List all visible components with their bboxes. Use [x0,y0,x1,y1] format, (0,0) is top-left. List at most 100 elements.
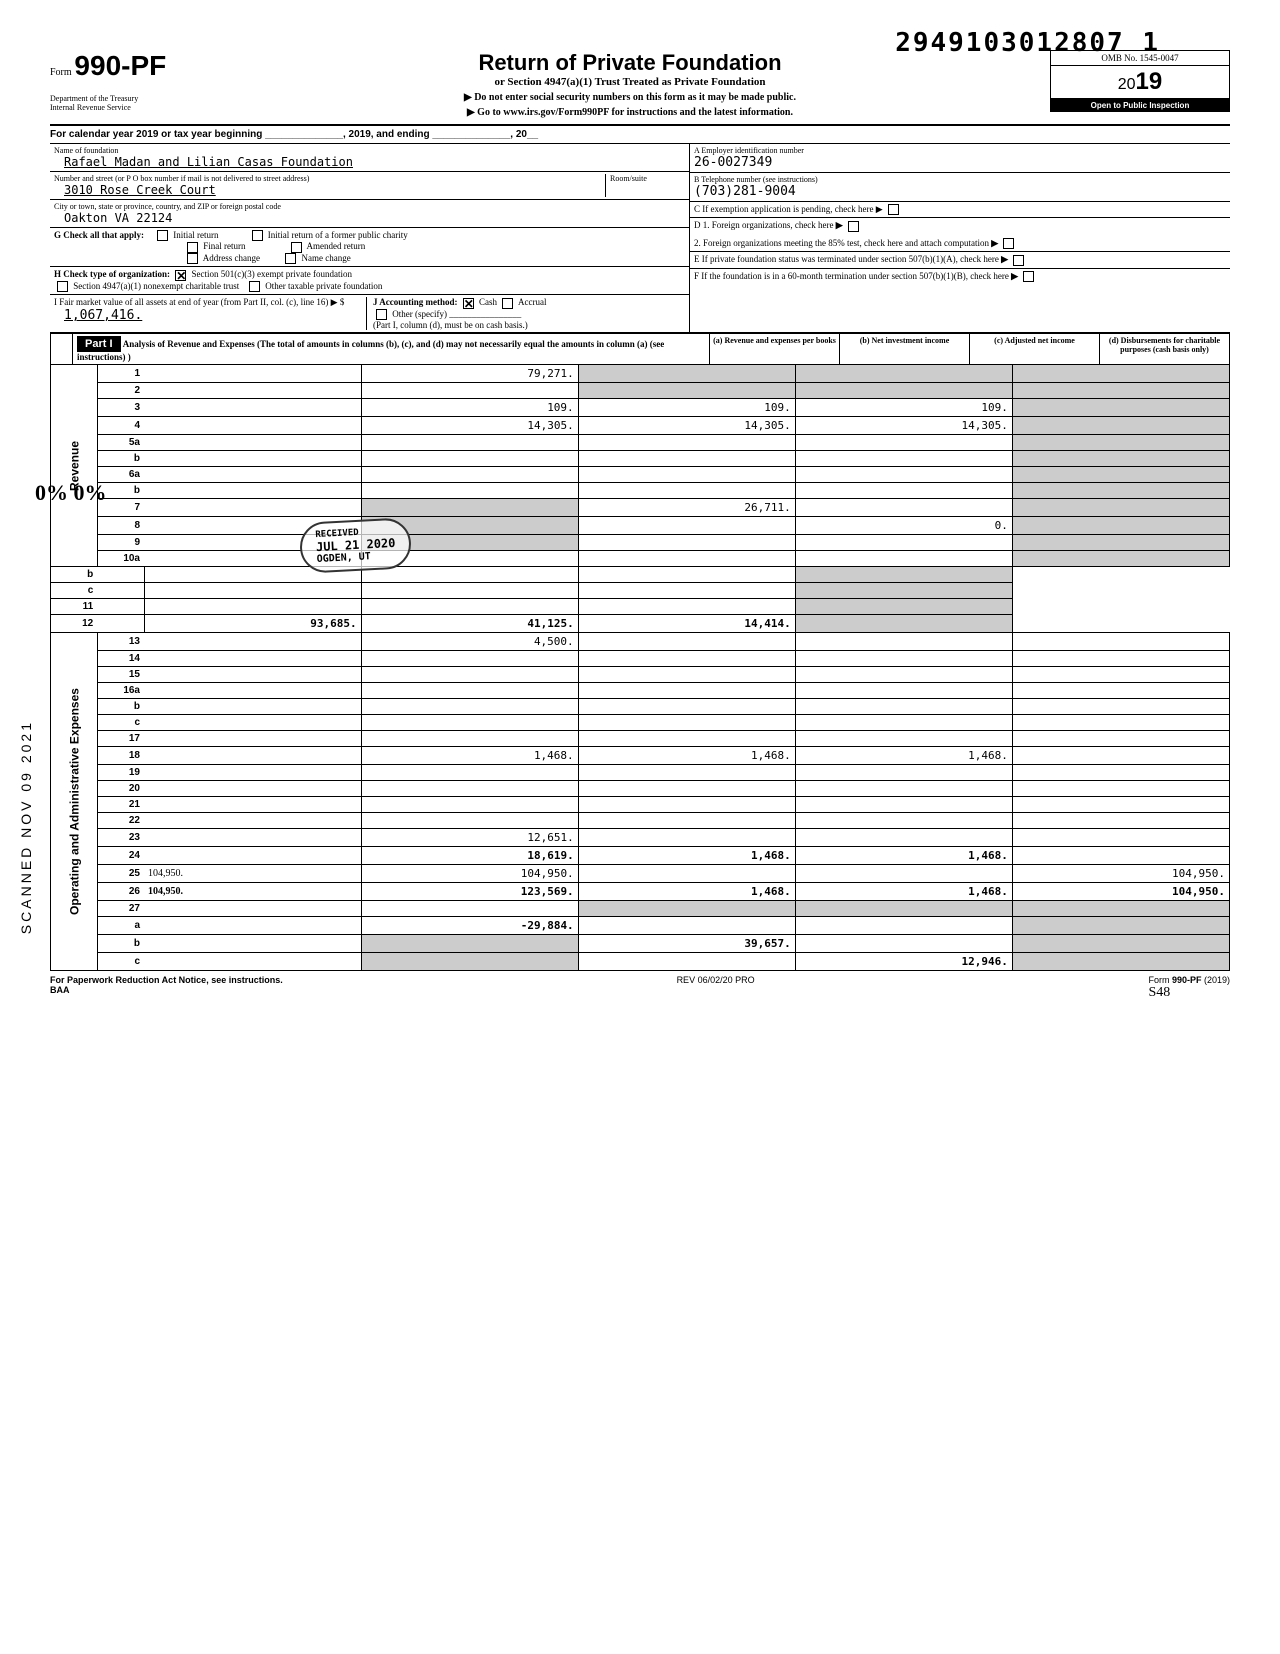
amount-cell [578,683,795,699]
501c3-checkbox[interactable] [175,270,186,281]
table-row: c [51,715,1230,731]
line-number: 13 [97,633,144,651]
amount-cell [795,365,1012,383]
d2-label: 2. Foreign organizations meeting the 85%… [694,238,989,248]
amount-cell [361,451,578,467]
part1-badge: Part I [77,336,121,352]
table-row: a-29,884. [51,917,1230,935]
amount-cell: 14,305. [361,417,578,435]
amount-cell [795,633,1012,651]
amount-cell [795,551,1012,567]
line-description [144,917,361,935]
amount-cell [578,365,795,383]
line-number: 15 [97,667,144,683]
paperwork-notice: For Paperwork Reduction Act Notice, see … [50,975,283,985]
line-number: b [97,451,144,467]
table-row: b [51,699,1230,715]
final-return-checkbox[interactable] [187,242,198,253]
name-change-checkbox[interactable] [285,253,296,264]
table-row: 2418,619.1,468.1,468. [51,847,1230,865]
received-stamp: RECEIVED JUL 21 2020 OGDEN, UT [299,517,413,574]
accrual-checkbox[interactable] [502,298,513,309]
scanned-stamp: SCANNED NOV 09 2021 [18,720,34,934]
initial-return-checkbox[interactable] [157,230,168,241]
g-label: G Check all that apply: [54,230,144,241]
line-description [144,847,361,865]
amount-cell [1012,517,1229,535]
amount-cell [1012,551,1229,567]
c-checkbox[interactable] [888,204,899,215]
line-number: 20 [97,781,144,797]
amount-cell [361,499,578,517]
table-row: 6a [51,467,1230,483]
e-checkbox[interactable] [1013,255,1024,266]
table-row: 181,468.1,468.1,468. [51,747,1230,765]
amount-cell [1012,451,1229,467]
4947a1-checkbox[interactable] [57,281,68,292]
d2-checkbox[interactable] [1003,238,1014,249]
line-description [144,765,361,781]
amount-cell [1012,917,1229,935]
line-number: 19 [97,765,144,781]
d1-checkbox[interactable] [848,221,859,232]
address-change-checkbox[interactable] [187,253,198,264]
amount-cell [578,583,795,599]
amount-cell [1012,483,1229,499]
amount-cell [1012,633,1229,651]
amount-cell [1012,535,1229,551]
amount-cell: 12,946. [795,953,1012,971]
other-method-checkbox[interactable] [376,309,387,320]
amount-cell [578,901,795,917]
line-number: 21 [97,797,144,813]
amount-cell [1012,699,1229,715]
line-number: b [97,935,144,953]
amount-cell [1012,383,1229,399]
amount-cell [144,599,361,615]
amount-cell [795,483,1012,499]
line-description [144,483,361,499]
amount-cell [1012,467,1229,483]
amount-cell: 109. [795,399,1012,417]
other-taxable-checkbox[interactable] [249,281,260,292]
revenue-side-label: Revenue [51,365,98,567]
amount-cell: 39,657. [578,935,795,953]
room-label: Room/suite [610,174,685,183]
amount-cell [1012,781,1229,797]
table-row: 80. [51,517,1230,535]
table-row: 5a [51,435,1230,451]
amount-cell [795,813,1012,829]
amount-cell: 1,468. [795,883,1012,901]
amount-cell: 1,468. [795,847,1012,865]
cash-checkbox[interactable] [463,298,474,309]
amount-cell [795,901,1012,917]
table-row: b [51,483,1230,499]
dln-number: 2949103012807 1 [895,28,1160,58]
amount-cell [578,383,795,399]
amount-cell [578,517,795,535]
part1-header-row: Part I Analysis of Revenue and Expenses … [50,333,1230,364]
amount-cell [578,917,795,935]
amended-return-checkbox[interactable] [291,242,302,253]
line-description [144,781,361,797]
f-checkbox[interactable] [1023,271,1034,282]
amount-cell [578,651,795,667]
initial-former-checkbox[interactable] [252,230,263,241]
line-number: 8 [97,517,144,535]
amount-cell [1012,765,1229,781]
amount-cell [361,467,578,483]
amount-cell: 109. [361,399,578,417]
line-description [144,935,361,953]
amount-cell [795,615,1012,633]
form-header: Form 990-PF Department of the Treasury I… [50,50,1230,126]
amount-cell [795,829,1012,847]
amount-cell [1012,747,1229,765]
amount-cell [361,765,578,781]
line-description [97,599,144,615]
line-number: a [97,917,144,935]
line-description [144,715,361,731]
amount-cell [1012,797,1229,813]
table-row: 21 [51,797,1230,813]
line-number: 22 [97,813,144,829]
city-state-zip: Oakton VA 22124 [54,211,685,225]
amount-cell [795,467,1012,483]
